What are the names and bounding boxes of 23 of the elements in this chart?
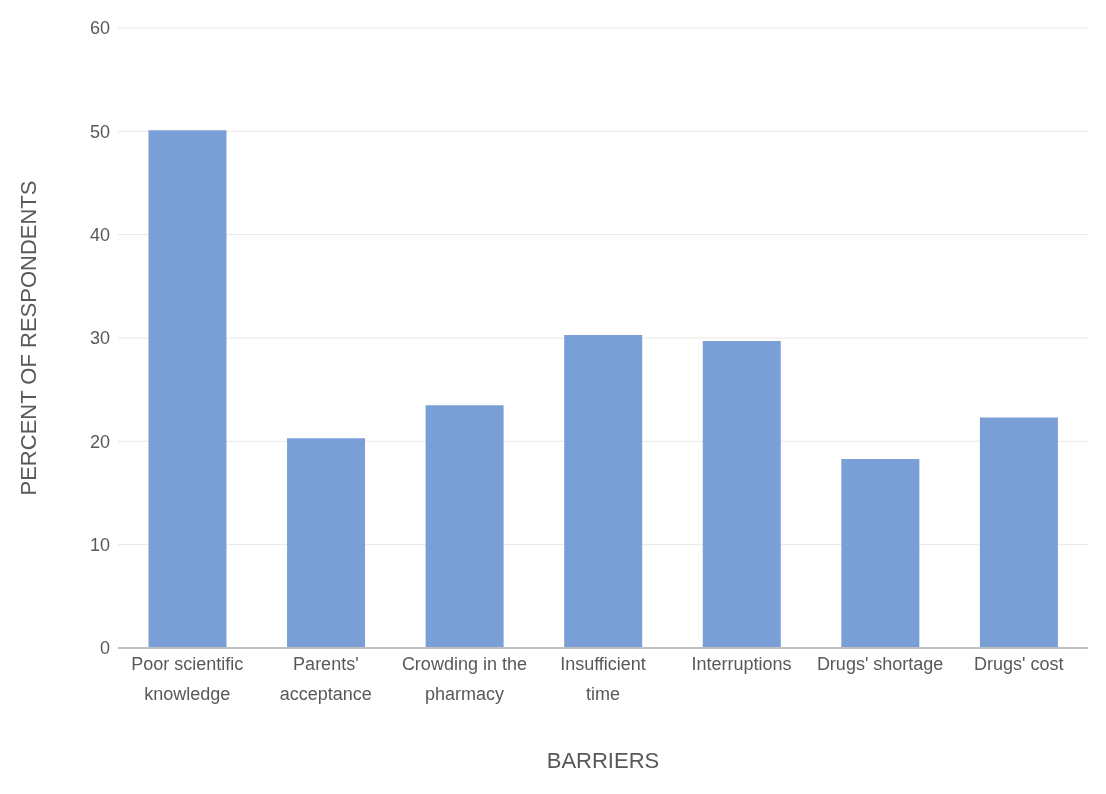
x-tick-label: Drugs' shortage: [816, 654, 944, 674]
y-tick-label: 10: [89, 535, 110, 556]
x-tick-label: Crowding in the pharmacy: [401, 654, 527, 704]
y-tick-label: 20: [89, 431, 110, 452]
x-tick-label: Drugs' cost: [973, 654, 1064, 674]
y-axis-title: PERCENT OF RESPONDENTS: [15, 180, 41, 496]
x-tick-label: Insufficient time: [560, 654, 646, 704]
bar: [702, 341, 781, 648]
bar: [148, 130, 227, 648]
x-axis-title: BARRIERS: [546, 748, 660, 773]
bar: [287, 438, 366, 648]
y-tick-label: 40: [89, 225, 110, 246]
x-tick-label: Poor scientific knowledge: [131, 654, 244, 704]
y-tick-label: 60: [89, 18, 110, 39]
bar: [564, 334, 643, 648]
y-tick-label: 0: [99, 638, 110, 659]
bar: [425, 405, 504, 648]
y-tick-label: 30: [89, 328, 110, 349]
y-tick-label: 50: [89, 121, 110, 142]
bar: [979, 417, 1058, 648]
bar: [841, 458, 920, 648]
x-tick-label: Parents' acceptance: [279, 654, 372, 704]
x-tick-label: Interruptions: [691, 654, 792, 674]
